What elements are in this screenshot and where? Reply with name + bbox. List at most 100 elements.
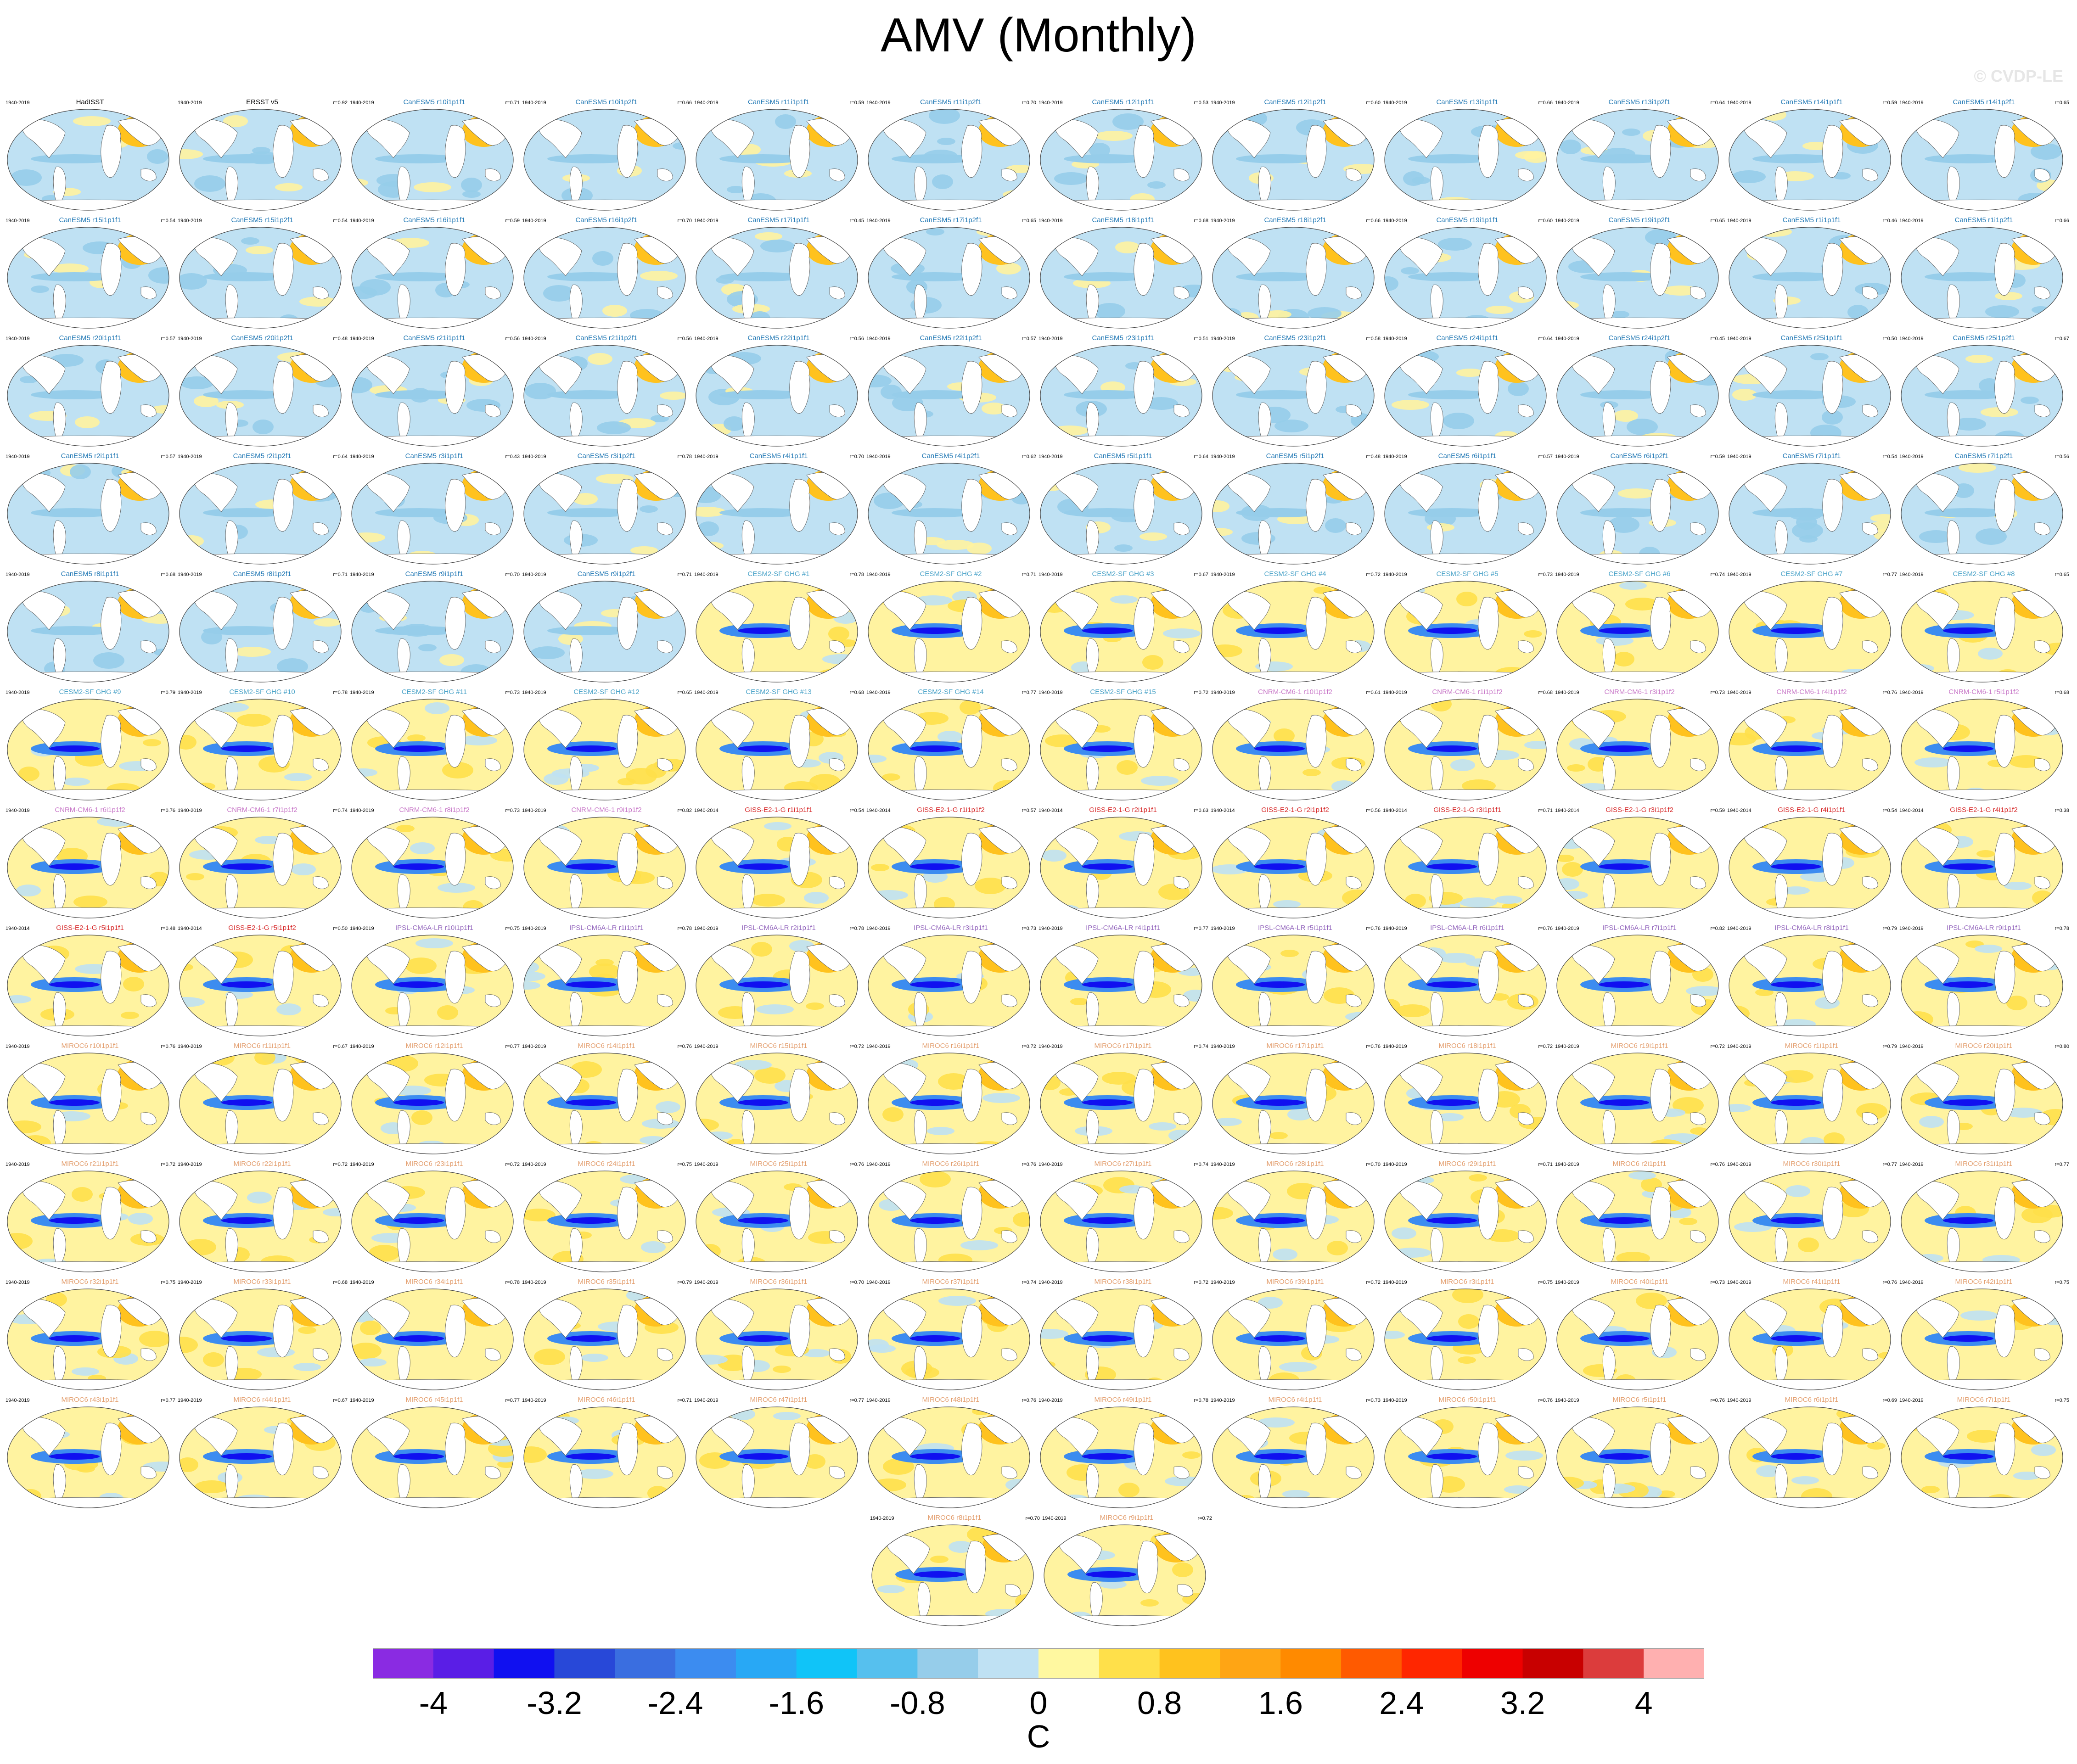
panel-label: MIROC6 r47i1p1f1	[750, 1396, 808, 1404]
land-mass	[1399, 473, 1443, 512]
anomaly-patch	[418, 644, 437, 651]
pacific-core	[221, 981, 272, 988]
map-border	[1212, 1170, 1375, 1272]
panel-years: 1940-2019	[1211, 336, 1235, 342]
panel-label: MIROC6 r37i1p1f1	[922, 1278, 980, 1286]
map-border	[1384, 1406, 1547, 1508]
pacific-anomaly	[1925, 390, 2012, 399]
panel-years: 1940-2019	[1727, 100, 1751, 106]
panel-label: MIROC6 r44i1p1f1	[233, 1396, 291, 1404]
anomaly-patch	[531, 646, 565, 659]
panel-correlation: r=0.50	[333, 926, 348, 931]
land-mass	[366, 1299, 410, 1338]
map-border	[523, 345, 686, 447]
land-mass	[961, 1422, 982, 1475]
anomaly-patch	[284, 773, 312, 781]
panel-label: CESM2-SF GHG #4	[1264, 570, 1326, 578]
map-panel: 1940-2019 IPSL-CM6A-LR r9i1p1f1 r=0.78	[1897, 924, 2070, 1041]
anomaly-patch	[696, 549, 712, 556]
panel-correlation: r=0.72	[1022, 1044, 1037, 1049]
map-panel: 1940-2019 MIROC6 r49i1p1f1 r=0.78	[1037, 1396, 1209, 1512]
map-border	[351, 227, 514, 329]
land-mass	[1399, 119, 1443, 158]
panel-correlation: r=0.57	[1022, 808, 1037, 813]
land-mass	[1571, 355, 1615, 394]
land-mass	[1743, 473, 1787, 512]
panel-label: MIROC6 r14i1p1f1	[578, 1042, 635, 1050]
colorbar-bin	[857, 1648, 918, 1679]
land-mass	[1571, 591, 1615, 630]
pacific-anomaly	[31, 154, 118, 163]
anomaly-patch	[927, 1127, 954, 1135]
map-border	[523, 581, 686, 683]
panel-label: CanESM5 r10i1p1f1	[403, 98, 466, 106]
panel-label: CanESM5 r19i1p1f1	[1436, 216, 1499, 224]
anomaly-patch	[1462, 779, 1496, 792]
sst-map	[1729, 817, 1891, 918]
anomaly-patch	[1385, 540, 1397, 547]
anomaly-patch	[277, 658, 308, 675]
panel-label: MIROC6 r38i1p1f1	[1094, 1278, 1152, 1286]
land-mass	[1743, 591, 1787, 630]
land-mass	[485, 1230, 501, 1243]
anomaly-patch	[1140, 1599, 1159, 1607]
pacific-core	[221, 1335, 272, 1342]
panel-correlation: r=0.65	[1022, 218, 1037, 224]
panel-correlation: r=0.48	[1366, 454, 1381, 459]
anomaly-patch	[1645, 229, 1676, 246]
map-border	[1729, 817, 1891, 918]
land-mass	[140, 168, 157, 181]
anomaly-patch	[1985, 305, 2019, 318]
sst-map	[179, 817, 342, 918]
land-mass	[789, 125, 810, 178]
land-mass	[617, 1069, 638, 1121]
sst-map	[1384, 699, 1547, 801]
sst-map	[1556, 817, 1719, 918]
land-mass	[1518, 1230, 1534, 1243]
anomaly-patch	[1308, 307, 1342, 320]
map-border	[868, 227, 1030, 329]
map-border	[1212, 935, 1375, 1036]
pacific-core	[738, 1335, 788, 1342]
land-mass	[789, 715, 810, 767]
pacific-core	[1426, 1453, 1477, 1460]
map-border	[1384, 935, 1547, 1036]
anomaly-patch	[139, 1331, 169, 1347]
anomaly-patch	[294, 1053, 328, 1064]
panel-correlation: r=0.75	[505, 926, 520, 931]
panel-label: MIROC6 r16i1p1f1	[922, 1042, 980, 1050]
anomaly-patch	[352, 1343, 382, 1359]
land-mass	[1478, 951, 1499, 1003]
anomaly-patch	[573, 493, 598, 505]
panel-correlation: r=0.72	[1366, 572, 1381, 577]
panel-label: MIROC6 r25i1p1f1	[750, 1160, 808, 1168]
anomaly-patch	[1975, 945, 2002, 953]
sst-map	[868, 345, 1030, 447]
anomaly-patch	[72, 1367, 99, 1376]
anomaly-patch	[751, 894, 785, 907]
pacific-core	[1426, 981, 1477, 988]
land-mass	[882, 827, 926, 866]
panel-correlation: r=0.76	[1538, 926, 1553, 931]
panel-label: ERSST v5	[246, 98, 278, 106]
panel-label: CESM2-SF GHG #10	[229, 688, 295, 696]
land-mass	[1571, 119, 1615, 158]
anomaly-patch	[1182, 1451, 1201, 1459]
panel-years: 1940-2019	[694, 1162, 719, 1167]
sst-map	[696, 345, 858, 447]
anomaly-patch	[1508, 381, 1529, 396]
land-mass	[1001, 1348, 1017, 1361]
anomaly-patch	[72, 1187, 93, 1202]
land-mass	[1001, 640, 1017, 653]
panel-label: CanESM5 r20i1p2f1	[231, 334, 293, 342]
pacific-core	[1943, 1099, 1993, 1106]
colorbar-bin	[1644, 1648, 1704, 1679]
sst-map	[7, 935, 169, 1036]
pacific-anomaly	[547, 508, 634, 517]
panel-correlation: r=0.76	[1022, 1398, 1037, 1403]
panel-label: CanESM5 r22i1p2f1	[920, 334, 982, 342]
land-mass	[101, 951, 122, 1003]
panel-years: 1940-2019	[522, 1280, 546, 1285]
pacific-core	[1426, 1335, 1477, 1342]
map-panel: 1940-2014 GISS-E2-1-G r5i1p1f1 r=0.48	[4, 924, 176, 1041]
